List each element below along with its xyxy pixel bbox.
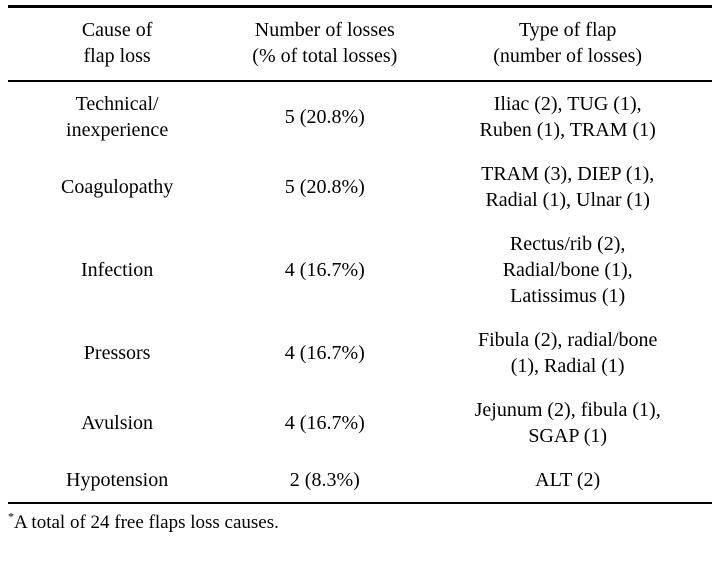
cause-cell: Avulsion	[8, 388, 226, 458]
cause-cell: Hypotension	[8, 458, 226, 503]
type-cell: ALT (2)	[423, 458, 712, 503]
cause-cell: Pressors	[8, 318, 226, 388]
table-row: Hypotension 2 (8.3%) ALT (2)	[8, 458, 712, 503]
cell-line: Hypotension	[66, 469, 169, 491]
number-cell: 4 (16.7%)	[284, 412, 365, 434]
number-cell: 5 (20.8%)	[284, 176, 365, 198]
footnote-marker: *	[8, 509, 14, 524]
cell-line: inexperience	[66, 119, 169, 141]
footnote: *A total of 24 free flaps loss causes.	[8, 511, 712, 535]
cause-cell: Infection	[8, 222, 226, 318]
type-cell: Rectus/rib (2), Radial/bone (1), Latissi…	[423, 222, 712, 318]
cell-line: Fibula (2), radial/bone	[477, 329, 658, 351]
number-cell: 2 (8.3%)	[289, 469, 360, 491]
cause-cell: Coagulopathy	[8, 152, 226, 222]
cell-line: Latissimus (1)	[510, 285, 626, 307]
cell-line: Rectus/rib (2),	[509, 233, 626, 255]
number-cell: 4 (16.7%)	[284, 342, 365, 364]
cell-line: ALT (2)	[535, 469, 601, 491]
header-line: Type of flap	[518, 19, 617, 41]
col-header-number: Number of losses (% of total losses)	[226, 7, 423, 82]
header-line: (% of total losses)	[252, 45, 398, 67]
cell-line: Radial (1), Ulnar (1)	[485, 189, 650, 211]
cell-line: Ruben (1), TRAM (1)	[479, 119, 656, 141]
cell-line: TRAM (3), DIEP (1),	[481, 163, 655, 185]
header-line: flap loss	[83, 45, 151, 67]
header-row: Cause of flap loss Number of losses (% o…	[8, 7, 712, 82]
cell-line: Pressors	[83, 342, 151, 364]
cell-line: Iliac (2), TUG (1),	[493, 93, 642, 115]
table-row: Pressors 4 (16.7%) Fibula (2), radial/bo…	[8, 318, 712, 388]
table-row: Avulsion 4 (16.7%) Jejunum (2), fibula (…	[8, 388, 712, 458]
table-header: Cause of flap loss Number of losses (% o…	[8, 7, 712, 82]
footnote-text: A total of 24 free flaps loss causes.	[14, 512, 279, 533]
type-cell: TRAM (3), DIEP (1), Radial (1), Ulnar (1…	[423, 152, 712, 222]
table-body: Technical/ inexperience 5 (20.8%) Iliac …	[8, 81, 712, 503]
cell-line: Radial/bone (1),	[502, 259, 633, 281]
table-row: Coagulopathy 5 (20.8%) TRAM (3), DIEP (1…	[8, 152, 712, 222]
flap-loss-table: Cause of flap loss Number of losses (% o…	[8, 5, 712, 504]
number-cell: 4 (16.7%)	[284, 259, 365, 281]
cause-cell: Technical/ inexperience	[8, 81, 226, 152]
number-cell: 5 (20.8%)	[284, 106, 365, 128]
cell-line: Coagulopathy	[61, 176, 174, 198]
cell-line: Avulsion	[81, 412, 154, 434]
cell-line: (1), Radial (1)	[510, 355, 625, 377]
header-line: Cause of	[81, 19, 153, 41]
header-line: (number of losses)	[493, 45, 643, 67]
cell-line: Infection	[81, 259, 154, 281]
type-cell: Iliac (2), TUG (1), Ruben (1), TRAM (1)	[423, 81, 712, 152]
cell-line: Technical/	[75, 93, 159, 115]
type-cell: Jejunum (2), fibula (1), SGAP (1)	[423, 388, 712, 458]
table-row: Infection 4 (16.7%) Rectus/rib (2), Radi…	[8, 222, 712, 318]
type-cell: Fibula (2), radial/bone (1), Radial (1)	[423, 318, 712, 388]
col-header-type: Type of flap (number of losses)	[423, 7, 712, 82]
header-line: Number of losses	[254, 19, 395, 41]
cell-line: Jejunum (2), fibula (1),	[474, 399, 661, 421]
cell-line: SGAP (1)	[528, 425, 608, 447]
col-header-cause: Cause of flap loss	[8, 7, 226, 82]
table-row: Technical/ inexperience 5 (20.8%) Iliac …	[8, 81, 712, 152]
